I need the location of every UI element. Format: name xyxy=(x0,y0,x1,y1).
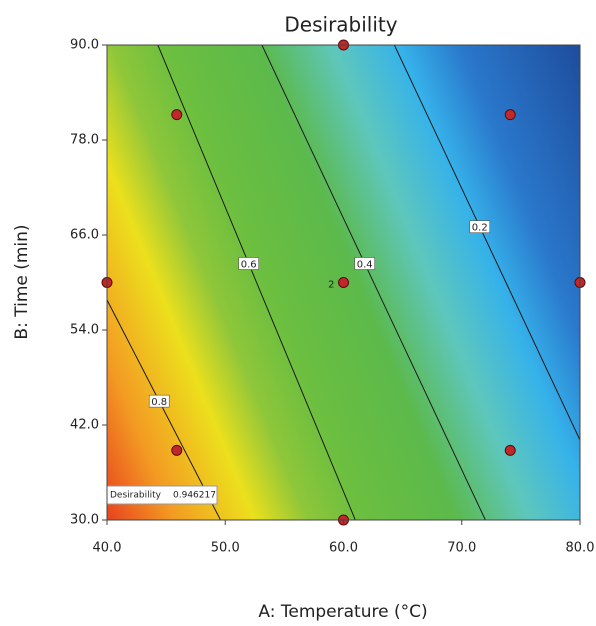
contour-label-box xyxy=(148,394,170,408)
contour-label: 0.8 xyxy=(151,397,167,408)
contour-label: 0.6 xyxy=(241,260,257,271)
flag-value: 0.946217 xyxy=(173,491,216,501)
point-annotation: 2 xyxy=(328,280,334,291)
design-point xyxy=(338,277,349,288)
design-point xyxy=(171,444,183,456)
y-tick-label: 54.0 xyxy=(70,323,99,338)
design-point xyxy=(504,109,516,121)
contour-label-box xyxy=(354,257,376,270)
x-tick-label: 50.0 xyxy=(211,541,240,556)
y-axis-label: B: Time (min) xyxy=(12,224,32,339)
y-tick-label: 90.0 xyxy=(70,38,99,53)
chart-title: Desirability xyxy=(284,13,397,37)
y-tick-label: 66.0 xyxy=(70,228,99,243)
contour-label-box xyxy=(469,220,491,234)
contour-line xyxy=(393,45,580,441)
x-tick-label: 40.0 xyxy=(93,541,122,556)
contour-label: 0.4 xyxy=(357,260,373,271)
y-tick-label: 30.0 xyxy=(70,513,99,528)
contour-line xyxy=(157,45,356,520)
contour-line xyxy=(261,45,486,520)
x-axis-label: A: Temperature (°C) xyxy=(258,602,427,622)
design-point xyxy=(171,109,183,121)
contour-label: 0.2 xyxy=(472,223,488,234)
contour-label-box xyxy=(238,257,259,270)
x-tick-label: 60.0 xyxy=(329,541,358,556)
y-tick-label: 42.0 xyxy=(70,418,99,433)
x-tick-label: 80.0 xyxy=(566,541,595,556)
design-point xyxy=(504,444,516,456)
x-tick-label: 70.0 xyxy=(447,541,476,556)
contour-line xyxy=(107,299,221,520)
flag-label: Desirability xyxy=(110,491,162,501)
plot-area xyxy=(107,45,580,520)
y-tick-label: 78.0 xyxy=(70,133,99,148)
